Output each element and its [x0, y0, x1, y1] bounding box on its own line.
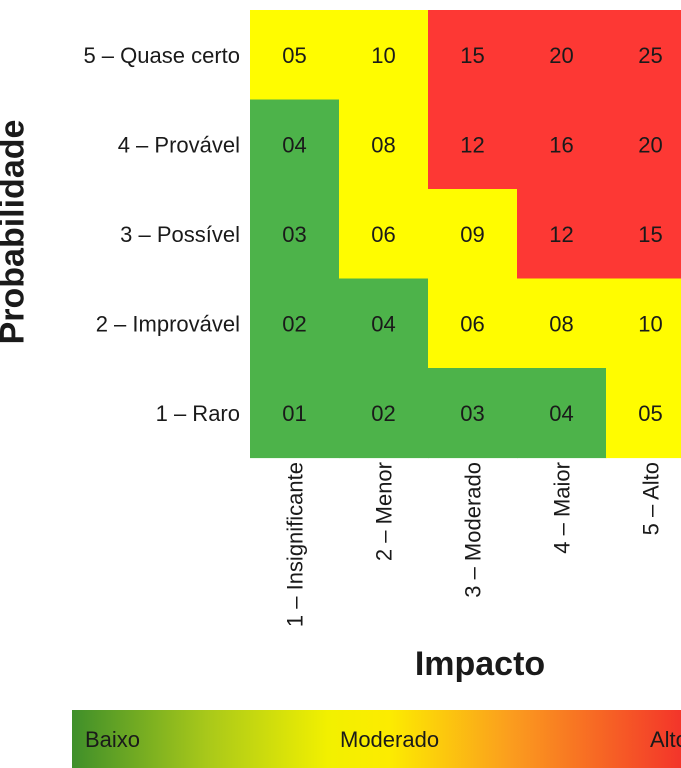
matrix-cell	[606, 368, 681, 459]
matrix-cell	[339, 99, 429, 190]
matrix-cell	[339, 189, 429, 280]
cell-value-label: 04	[549, 401, 573, 426]
x-axis-title: Impacto	[414, 645, 546, 683]
matrix-cell	[606, 10, 681, 101]
y-tick-label: 1 – Raro	[156, 401, 240, 426]
cell-value-label: 20	[549, 43, 573, 68]
legend-low-label: Baixo	[85, 727, 141, 752]
cell-value-label: 04	[282, 132, 306, 157]
matrix-cell	[339, 278, 429, 369]
matrix-cell	[428, 189, 518, 280]
cell-value-label: 06	[371, 222, 395, 247]
matrix-cell	[606, 99, 681, 190]
matrix-cell	[250, 278, 340, 369]
cell-value-label: 01	[282, 401, 306, 426]
cell-value-label: 06	[460, 311, 484, 336]
matrix-cell	[428, 10, 518, 101]
y-tick-label: 4 – Provável	[118, 132, 240, 157]
legend-high-label: Alto	[650, 727, 681, 752]
cell-value-label: 15	[460, 43, 484, 68]
cell-value-label: 08	[549, 311, 573, 336]
legend-mid-label: Moderado	[340, 727, 440, 752]
matrix-cell	[517, 368, 607, 459]
cell-value-label: 10	[371, 43, 395, 68]
cell-value-label: 16	[549, 132, 573, 157]
cell-value-label: 12	[549, 222, 573, 247]
cell-value-label: 05	[638, 401, 662, 426]
matrix-cell	[250, 99, 340, 190]
cell-value-label: 05	[282, 43, 306, 68]
x-tick-label: 3 – Moderado	[461, 462, 486, 598]
matrix-cell	[428, 278, 518, 369]
y-tick-label: 2 – Improvável	[96, 311, 240, 336]
matrix-cell	[428, 99, 518, 190]
matrix-cell	[517, 278, 607, 369]
x-tick-label: 4 – Maior	[550, 462, 575, 554]
matrix-cell	[517, 99, 607, 190]
cell-value-label: 10	[638, 311, 662, 336]
cell-value-label: 08	[371, 132, 395, 157]
risk-matrix: 05 10 15 20 25 04 08 12 16 20 03 06 09 12 15 02 04 06 08 10…	[83, 10, 681, 627]
cell-value-label: 12	[460, 132, 484, 157]
y-tick-label: 3 – Possível	[120, 222, 240, 247]
x-tick-label: 1 – Insignificante	[283, 462, 308, 627]
cell-value-label: 25	[638, 43, 662, 68]
matrix-cell	[606, 278, 681, 369]
x-tick-label: 5 – Alto	[639, 462, 664, 535]
matrix-cell	[517, 189, 607, 280]
matrix-cell	[250, 189, 340, 280]
cell-value-label: 03	[282, 222, 306, 247]
matrix-cell	[339, 368, 429, 459]
cell-value-label: 09	[460, 222, 484, 247]
matrix-cell	[517, 10, 607, 101]
cell-value-label: 20	[638, 132, 662, 157]
cell-value-label: 02	[282, 311, 306, 336]
y-tick-label: 5 – Quase certo	[83, 43, 240, 68]
risk-legend-gradient: Baixo Moderado Alto	[72, 710, 681, 768]
matrix-cell	[250, 10, 340, 101]
cell-value-label: 03	[460, 401, 484, 426]
cell-value-label: 04	[371, 311, 395, 336]
cell-value-label: 02	[371, 401, 395, 426]
matrix-cell	[250, 368, 340, 459]
matrix-cell	[606, 189, 681, 280]
x-tick-label: 2 – Menor	[372, 462, 397, 561]
matrix-cell	[428, 368, 518, 459]
matrix-cell	[339, 10, 429, 101]
cell-value-label: 15	[638, 222, 662, 247]
